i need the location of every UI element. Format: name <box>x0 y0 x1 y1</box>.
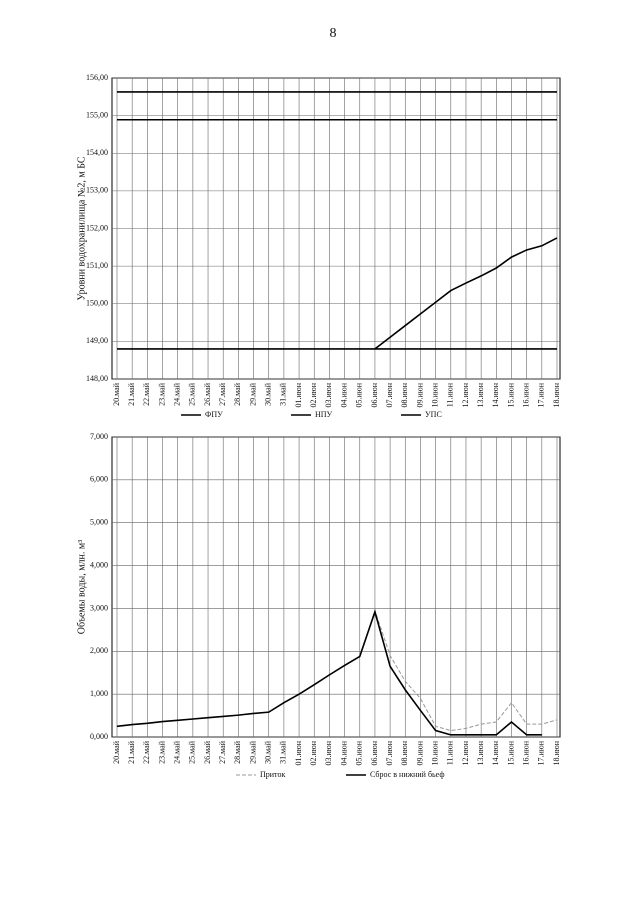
x-tick-label: 21.май <box>127 740 136 764</box>
series-line <box>116 609 542 736</box>
y-tick-label: 4,000 <box>90 560 108 569</box>
page-number: 8 <box>330 26 337 41</box>
y-tick-label: 0,000 <box>90 732 108 741</box>
y-tick-label: 148,00 <box>86 374 108 383</box>
x-tick-label: 10.июн <box>430 382 439 407</box>
x-tick-label: 30.май <box>264 382 273 406</box>
x-tick-label: 31.май <box>279 382 288 406</box>
y-tick-label: 151,00 <box>86 261 108 270</box>
x-tick-label: 17.июн <box>537 382 546 407</box>
y-tick-label: 154,00 <box>86 148 108 157</box>
x-tick-label: 29.май <box>248 382 257 406</box>
x-tick-label: 15.июн <box>506 382 515 407</box>
x-tick-label: 27.май <box>218 740 227 764</box>
x-tick-label: 22.май <box>142 740 151 764</box>
legend-label: Сброс в нижний бьеф <box>370 770 445 779</box>
y-tick-label: 2,000 <box>90 646 108 655</box>
x-tick-label: 04.июн <box>339 740 348 765</box>
x-tick-label: 20.май <box>112 382 121 406</box>
x-tick-label: 23.май <box>157 382 166 406</box>
x-tick-label: 18.июн <box>552 740 561 765</box>
x-tick-label: 11.июн <box>446 740 455 765</box>
x-tick-label: 01.июн <box>294 382 303 407</box>
x-tick-label: 13.июн <box>476 740 485 765</box>
y-axis-label: Объемы воды, млн. м³ <box>76 540 87 634</box>
x-tick-label: 28.май <box>233 382 242 406</box>
x-tick-label: 05.июн <box>355 740 364 765</box>
y-tick-label: 153,00 <box>86 186 108 195</box>
y-tick-label: 6,000 <box>90 475 108 484</box>
x-tick-label: 12.июн <box>461 382 470 407</box>
x-tick-label: 08.июн <box>400 740 409 765</box>
x-tick-label: 24.май <box>173 740 182 764</box>
x-tick-label: 07.июн <box>385 382 394 407</box>
x-tick-label: 09.июн <box>415 740 424 765</box>
legend-label: ФПУ <box>205 410 223 419</box>
legend-label: УПС <box>425 410 442 419</box>
x-tick-label: 14.июн <box>491 382 500 407</box>
x-tick-label: 29.май <box>248 740 257 764</box>
x-tick-label: 08.июн <box>400 382 409 407</box>
x-tick-label: 01.июн <box>294 740 303 765</box>
x-tick-label: 25.май <box>188 382 197 406</box>
x-tick-label: 03.июн <box>324 382 333 407</box>
x-tick-label: 15.июн <box>506 740 515 765</box>
x-tick-label: 26.май <box>203 740 212 764</box>
x-tick-label: 16.июн <box>521 382 530 407</box>
y-tick-label: 155,00 <box>86 110 108 119</box>
legend-label: НПУ <box>315 410 333 419</box>
x-tick-label: 22.май <box>142 382 151 406</box>
x-tick-label: 18.июн <box>552 382 561 407</box>
x-tick-label: 24.май <box>173 382 182 406</box>
x-tick-label: 05.июн <box>355 382 364 407</box>
x-tick-label: 30.май <box>264 740 273 764</box>
x-tick-label: 14.июн <box>491 740 500 765</box>
x-tick-label: 03.июн <box>324 740 333 765</box>
y-tick-label: 3,000 <box>90 603 108 612</box>
x-tick-label: 16.июн <box>521 740 530 765</box>
x-tick-label: 28.май <box>233 740 242 764</box>
series-line <box>374 237 558 350</box>
x-tick-label: 23.май <box>157 740 166 764</box>
x-tick-label: 09.июн <box>415 382 424 407</box>
x-tick-label: 04.июн <box>339 382 348 407</box>
x-tick-label: 02.июн <box>309 382 318 407</box>
x-tick-label: 11.июн <box>446 382 455 407</box>
x-tick-label: 17.июн <box>537 740 546 765</box>
x-tick-label: 13.июн <box>476 382 485 407</box>
x-tick-label: 10.июн <box>430 740 439 765</box>
y-tick-label: 5,000 <box>90 518 108 527</box>
x-tick-label: 12.июн <box>461 740 470 765</box>
x-tick-label: 06.июн <box>370 740 379 765</box>
legend-label: Приток <box>260 770 285 779</box>
y-tick-label: 156,00 <box>86 73 108 82</box>
x-tick-label: 02.июн <box>309 740 318 765</box>
x-tick-label: 31.май <box>279 740 288 764</box>
y-tick-label: 150,00 <box>86 299 108 308</box>
x-tick-label: 27.май <box>218 382 227 406</box>
x-tick-label: 25.май <box>188 740 197 764</box>
x-tick-label: 07.июн <box>385 740 394 765</box>
x-tick-label: 20.май <box>112 740 121 764</box>
x-tick-label: 06.июн <box>370 382 379 407</box>
x-tick-label: 26.май <box>203 382 212 406</box>
y-tick-label: 7,000 <box>90 432 108 441</box>
y-tick-label: 149,00 <box>86 336 108 345</box>
y-axis-label: Уровни водохранилища №2, м БС <box>76 156 87 300</box>
y-tick-label: 152,00 <box>86 223 108 232</box>
y-tick-label: 1,000 <box>90 689 108 698</box>
x-tick-label: 21.май <box>127 382 136 406</box>
